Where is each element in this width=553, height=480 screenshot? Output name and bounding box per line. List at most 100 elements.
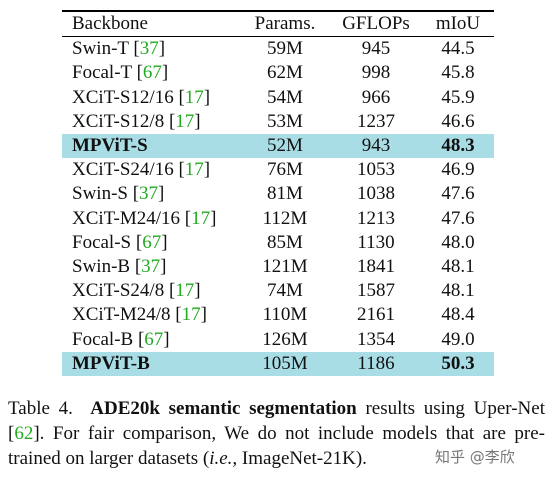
table-top-rule (62, 10, 494, 12)
cell-name: XCiT-S12/8 [17] (72, 110, 201, 132)
table-row-mpvit-b: MPViT-B 105M 1186 50.3 (62, 351, 494, 376)
table-row: Focal-T [67] 62M 998 45.8 (62, 61, 494, 85)
table-caption: Table 4. ADE20k semantic segmentation re… (8, 398, 545, 469)
header-params: Params. (254, 13, 316, 35)
cell-gflops: 1237 (357, 110, 395, 132)
table-group-small: Swin-T [37] 59M 945 44.5 Focal-T [67] 62M 998 4… (62, 37, 494, 134)
header-gflops: GFLOPs (342, 13, 410, 35)
cell-name: MPViT-S (72, 135, 148, 157)
model-name: Focal-B (72, 328, 134, 350)
citation-ref[interactable]: 37 (141, 255, 161, 277)
cell-name: XCiT-M24/8 [17] (72, 304, 207, 326)
table-row-mpvit-s: MPViT-S 52M 943 48.3 (62, 133, 494, 159)
table-header-row: Backbone Params. GFLOPs mIoU (62, 12, 494, 36)
citation-ref[interactable]: 67 (142, 231, 162, 253)
table-row: XCiT-S24/8 [17] 74M 1587 48.1 (62, 279, 494, 303)
cell-miou: 45.9 (441, 86, 475, 108)
citation-ref[interactable]: 17 (191, 207, 211, 229)
caption-ref[interactable]: 62 (14, 423, 34, 444)
cell-params: 54M (267, 86, 303, 108)
table-row: Swin-T [37] 59M 945 44.5 (62, 37, 494, 61)
cell-params: 59M (267, 38, 303, 60)
cell-miou: 47.6 (441, 207, 475, 229)
cell-name: XCiT-S24/16 [17] (72, 159, 211, 181)
cell-gflops: 998 (361, 62, 391, 84)
model-name: XCiT-S12/16 (72, 86, 174, 108)
model-name: Swin-S (72, 183, 128, 205)
cell-params: 126M (262, 328, 308, 350)
cell-gflops: 1053 (357, 159, 395, 181)
cell-miou: 47.6 (441, 183, 475, 205)
cell-params: 105M (262, 352, 308, 374)
cell-gflops: 966 (361, 86, 391, 108)
cell-gflops: 943 (361, 135, 391, 157)
model-name: XCiT-S24/16 (72, 159, 174, 181)
table-row: Focal-S [67] 85M 1130 48.0 (62, 231, 494, 255)
cell-gflops: 1038 (357, 183, 395, 205)
cell-name: Swin-T [37] (72, 38, 166, 60)
cell-name: XCiT-M24/16 [17] (72, 207, 217, 229)
citation-ref[interactable]: 67 (144, 328, 164, 350)
header-backbone: Backbone (72, 13, 148, 35)
table-row: Focal-B [67] 126M 1354 49.0 (62, 327, 494, 351)
caption-ie: i.e., (209, 448, 238, 469)
cell-miou: 48.4 (441, 304, 475, 326)
table-row: Swin-B [37] 121M 1841 48.1 (62, 255, 494, 279)
cell-gflops: 945 (361, 38, 391, 60)
cell-params: 62M (267, 62, 303, 84)
citation-ref[interactable]: 37 (139, 183, 159, 205)
cell-params: 121M (262, 255, 308, 277)
table-row: Swin-S [37] 81M 1038 47.6 (62, 182, 494, 206)
table-row: XCiT-S12/8 [17] 53M 1237 46.6 (62, 110, 494, 134)
table-row: XCiT-S24/16 [17] 76M 1053 46.9 (62, 158, 494, 182)
citation-ref[interactable]: 17 (175, 110, 195, 132)
model-name: Focal-S (72, 231, 132, 253)
cell-gflops: 1130 (357, 231, 395, 253)
cell-name: Focal-S [67] (72, 231, 168, 253)
citation-ref[interactable]: 17 (184, 86, 204, 108)
model-name: Focal-T (72, 62, 132, 84)
cell-miou: 46.6 (441, 110, 475, 132)
citation-ref[interactable]: 67 (142, 62, 162, 84)
caption-text-1: results using Uper-Net (356, 398, 545, 419)
caption-label: Table 4. (8, 398, 73, 419)
table-row: XCiT-M24/8 [17] 110M 2161 48.4 (62, 303, 494, 327)
caption-text-3: ImageNet-21K). (237, 448, 367, 469)
cell-gflops: 1587 (357, 280, 395, 302)
cell-miou: 46.9 (441, 159, 475, 181)
cell-name: XCiT-S24/8 [17] (72, 280, 201, 302)
caption-text-2: . For fair comparison, We do not include… (8, 423, 545, 469)
model-name: Swin-B (72, 255, 131, 277)
cell-params: 85M (267, 231, 303, 253)
model-name: XCiT-S24/8 (72, 280, 165, 302)
model-name: XCiT-S12/8 (72, 110, 165, 132)
table-row: XCiT-S12/16 [17] 54M 966 45.9 (62, 86, 494, 110)
results-table: Backbone Params. GFLOPs mIoU Swin-T [37]… (62, 10, 494, 376)
citation-ref[interactable]: 17 (181, 304, 201, 326)
citation-ref[interactable]: 37 (139, 38, 159, 60)
model-name: XCiT-M24/16 (72, 207, 181, 229)
cell-miou: 48.1 (441, 255, 475, 277)
cell-name: Focal-B [67] (72, 328, 170, 350)
cell-params: 112M (262, 207, 308, 229)
citation-ref[interactable]: 17 (184, 159, 204, 181)
cell-params: 53M (267, 110, 303, 132)
cell-name: XCiT-S12/16 [17] (72, 86, 211, 108)
model-name: Swin-T (72, 38, 129, 60)
cell-name: Swin-B [37] (72, 255, 167, 277)
header-miou: mIoU (435, 13, 481, 35)
cell-gflops: 2161 (357, 304, 395, 326)
cell-params: 81M (267, 183, 303, 205)
cell-miou: 48.0 (441, 231, 475, 253)
table-group-large: XCiT-S24/16 [17] 76M 1053 46.9 Swin-S [37] 81… (62, 158, 494, 352)
cell-miou: 45.8 (441, 62, 475, 84)
table-row: XCiT-M24/16 [17] 112M 1213 47.6 (62, 207, 494, 231)
cell-params: 52M (267, 135, 303, 157)
citation-ref[interactable]: 17 (175, 280, 195, 302)
cell-gflops: 1186 (357, 352, 395, 374)
cell-name: Swin-S [37] (72, 183, 165, 205)
cell-miou: 44.5 (441, 38, 475, 60)
cell-gflops: 1213 (357, 207, 395, 229)
cell-miou: 49.0 (441, 328, 475, 350)
cell-name: Focal-T [67] (72, 62, 169, 84)
